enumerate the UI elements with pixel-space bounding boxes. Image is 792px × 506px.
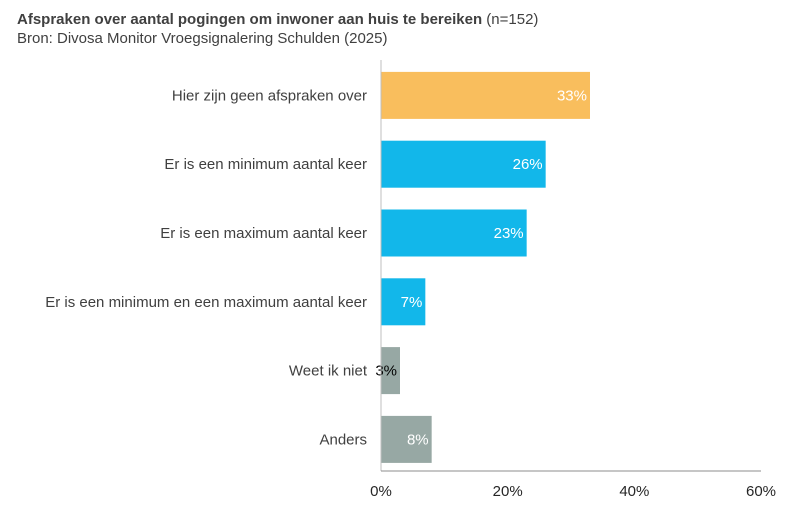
category-label: Anders	[319, 431, 367, 448]
bar	[381, 140, 546, 188]
value-label: 3%	[375, 363, 397, 380]
x-tick-label: 20%	[493, 483, 523, 500]
axes-group: 0% 20% 40% 60%	[370, 60, 776, 500]
value-label: 8%	[407, 431, 429, 448]
title-block: Afspraken over aantal pogingen om inwone…	[17, 10, 538, 48]
category-label: Weet ik niet	[289, 363, 368, 380]
category-label: Er is een minimum aantal keer	[164, 156, 367, 173]
x-tick-label: 40%	[619, 483, 649, 500]
category-label: Er is een maximum aantal keer	[160, 225, 367, 242]
bar	[381, 347, 400, 395]
chart-source: Bron: Divosa Monitor Vroegsignalering Sc…	[17, 30, 388, 47]
value-label: 23%	[494, 225, 524, 242]
bar	[381, 209, 527, 257]
value-label: 33%	[557, 87, 587, 104]
value-label: 7%	[401, 294, 423, 311]
x-tick-label: 0%	[370, 483, 392, 500]
category-label: Er is een minimum en een maximum aantal …	[45, 294, 367, 311]
chart-title-main: Afspraken over aantal pogingen om inwone…	[17, 11, 483, 28]
x-tick-label: 60%	[746, 483, 776, 500]
value-label: 26%	[513, 156, 543, 173]
chart-title: Afspraken over aantal pogingen om inwone…	[17, 10, 538, 29]
bar	[381, 415, 432, 463]
bar	[381, 71, 590, 119]
bars-group: Hier zijn geen afspraken over 33% Er is ee…	[45, 71, 590, 463]
chart-sample-size: (n=152)	[486, 11, 539, 28]
bar	[381, 278, 426, 326]
category-label: Hier zijn geen afspraken over	[172, 87, 367, 104]
